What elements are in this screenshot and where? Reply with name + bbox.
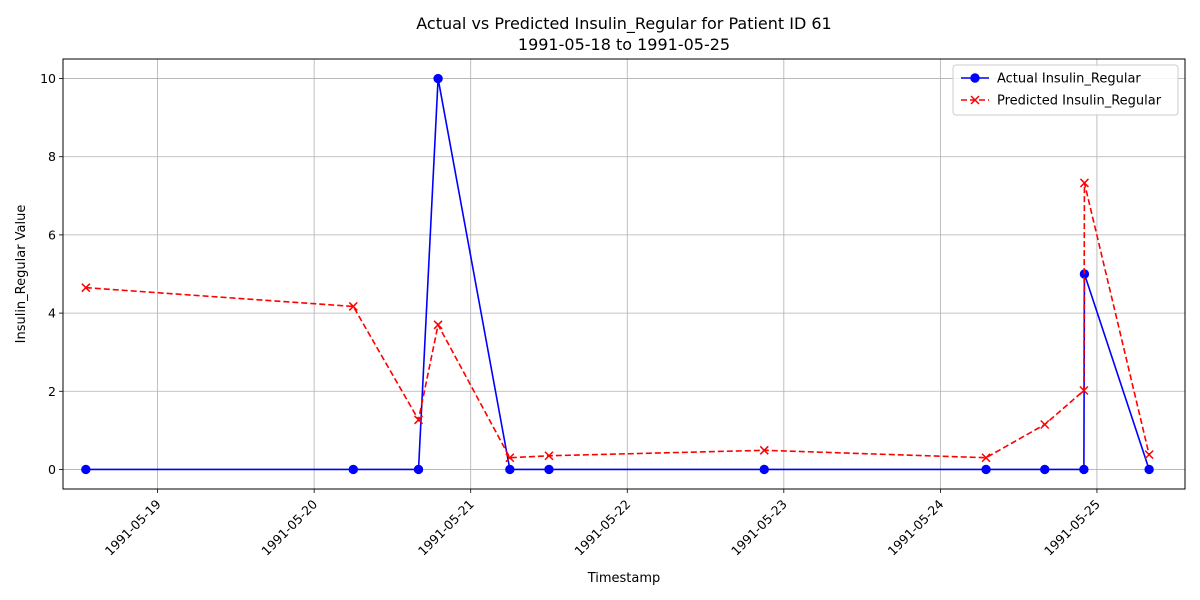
legend: Actual Insulin_Regular Predicted Insulin_…	[952, 64, 1179, 116]
x-tick-label: 1991-05-20	[258, 496, 320, 558]
x-tick-label: 1991-05-25	[1041, 497, 1103, 559]
data-point	[505, 464, 515, 475]
series-line	[85, 182, 1150, 459]
data-point	[433, 73, 443, 84]
data-point	[1144, 464, 1154, 475]
x-axis-label: Timestamp	[587, 571, 661, 586]
data-point	[505, 453, 515, 463]
legend-label: Predicted Insulin_Regular	[997, 94, 1162, 109]
data-point	[1144, 450, 1154, 460]
data-point	[1040, 464, 1050, 475]
x-tick-label: 1991-05-21	[415, 497, 477, 559]
y-tick-label: 6	[48, 227, 56, 242]
series-line	[85, 78, 1150, 471]
data-point	[1079, 178, 1089, 188]
chart-title: Actual vs Predicted Insulin_Regular for …	[416, 14, 831, 34]
data-point	[544, 464, 554, 475]
legend-box	[952, 64, 1179, 116]
data-point	[1079, 385, 1089, 396]
x-tick-label: 1991-05-22	[571, 497, 633, 559]
y-tick-label: 4	[48, 306, 56, 321]
data-point	[981, 464, 991, 475]
data-point	[1040, 419, 1050, 430]
data-point	[81, 464, 91, 475]
ticks: 1991-05-19 1991-05-20 1991-05-21 1991-05-22…	[40, 71, 1103, 558]
data-point	[433, 320, 443, 330]
data-point	[413, 464, 424, 475]
y-axis-label: Insulin_Regular Value	[14, 205, 29, 344]
y-tick-label: 8	[48, 149, 56, 164]
data-point	[81, 283, 91, 293]
series-predicted	[81, 178, 1154, 463]
x-tick-label: 1991-05-23	[728, 497, 790, 559]
grid	[63, 59, 1185, 489]
x-tick-label: 1991-05-19	[102, 496, 164, 558]
series-actual	[81, 73, 1154, 475]
legend-label: Actual Insulin_Regular	[997, 72, 1141, 87]
data-point	[544, 451, 554, 461]
series-group	[81, 73, 1154, 475]
data-point	[413, 415, 424, 425]
y-tick-label: 2	[48, 384, 56, 399]
chart-subtitle: 1991-05-18 to 1991-05-25	[518, 35, 730, 54]
data-point	[1079, 464, 1089, 475]
y-tick-label: 0	[48, 462, 56, 477]
plot-frame	[62, 58, 1186, 490]
data-point	[348, 464, 358, 475]
data-point	[981, 453, 991, 463]
data-point	[348, 301, 358, 311]
data-point	[759, 464, 769, 475]
data-point	[759, 445, 769, 455]
legend-marker	[970, 95, 980, 105]
legend-marker	[970, 73, 980, 83]
x-tick-label: 1991-05-24	[885, 496, 947, 558]
y-tick-label: 10	[40, 71, 56, 86]
